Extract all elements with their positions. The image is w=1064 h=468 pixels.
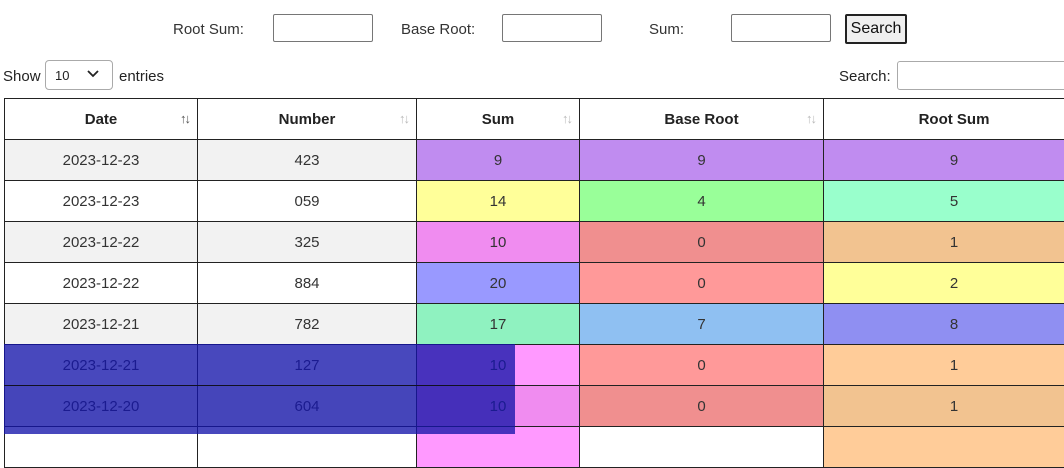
base-root-label: Base Root: (401, 21, 475, 38)
root-sum-cell: 5 (824, 181, 1064, 222)
sum-cell (417, 427, 580, 468)
base-root-cell: 0 (580, 263, 824, 304)
base-root-cell: 0 (580, 222, 824, 263)
root-sum-cell: 1 (824, 345, 1064, 386)
number-cell: 127 (198, 345, 417, 386)
column-header-sum[interactable]: Sum↑↓ (417, 99, 580, 140)
sum-cell: 20 (417, 263, 580, 304)
table-search-input[interactable] (897, 61, 1064, 90)
date-cell: 2023-12-21 (5, 304, 198, 345)
sum-label: Sum: (649, 21, 684, 38)
table-controls: Show 10 entries Search: (0, 60, 1064, 92)
number-cell: 059 (198, 181, 417, 222)
base-root-cell: 0 (580, 386, 824, 427)
base-root-cell: 7 (580, 304, 824, 345)
sum-cell: 10 (417, 386, 580, 427)
base-root-cell: 9 (580, 140, 824, 181)
root-sum-cell: 2 (824, 263, 1064, 304)
table-header-row: Date↑↓ Number↑↓ Sum↑↓ Base Root↑↓ Root S… (5, 99, 1064, 140)
root-sum-cell: 8 (824, 304, 1064, 345)
date-cell: 2023-12-22 (5, 222, 198, 263)
sum-cell: 10 (417, 222, 580, 263)
date-cell: 2023-12-22 (5, 263, 198, 304)
column-header-number[interactable]: Number↑↓ (198, 99, 417, 140)
column-header-base-root[interactable]: Base Root↑↓ (580, 99, 824, 140)
sum-cell: 10 (417, 345, 580, 386)
number-cell: 782 (198, 304, 417, 345)
root-sum-cell: 9 (824, 140, 1064, 181)
number-cell: 604 (198, 386, 417, 427)
number-cell: 423 (198, 140, 417, 181)
entries-label: entries (119, 68, 164, 85)
root-sum-input[interactable] (273, 14, 373, 42)
root-sum-cell (824, 427, 1064, 468)
date-cell: 2023-12-20 (5, 386, 198, 427)
sum-cell: 17 (417, 304, 580, 345)
table-search-label: Search: (839, 68, 891, 85)
sort-icon: ↑↓ (180, 111, 189, 126)
base-root-cell: 0 (580, 345, 824, 386)
sum-input[interactable] (731, 14, 831, 42)
root-sum-cell: 1 (824, 386, 1064, 427)
show-label: Show (3, 68, 41, 85)
base-root-cell (580, 427, 824, 468)
column-header-root-sum[interactable]: Root Sum↑↓ (824, 99, 1064, 140)
number-cell (198, 427, 417, 468)
filter-bar: Root Sum: Base Root: Sum: Search (0, 14, 1064, 44)
date-cell: 2023-12-23 (5, 140, 198, 181)
sum-cell: 14 (417, 181, 580, 222)
base-root-input[interactable] (502, 14, 602, 42)
sort-icon: ↑↓ (806, 111, 815, 126)
sort-icon: ↑↓ (562, 111, 571, 126)
date-cell: 2023-12-23 (5, 181, 198, 222)
date-cell (5, 427, 198, 468)
results-table: Date↑↓ Number↑↓ Sum↑↓ Base Root↑↓ Root S… (4, 98, 1064, 468)
number-cell: 325 (198, 222, 417, 263)
sum-cell: 9 (417, 140, 580, 181)
sort-icon: ↑↓ (399, 111, 408, 126)
root-sum-cell: 1 (824, 222, 1064, 263)
search-button[interactable]: Search (845, 14, 907, 44)
entries-length-select[interactable]: 10 (45, 60, 113, 90)
base-root-cell: 4 (580, 181, 824, 222)
chevron-down-icon (86, 67, 100, 84)
table-row[interactable] (5, 427, 1064, 468)
number-cell: 884 (198, 263, 417, 304)
column-header-date[interactable]: Date↑↓ (5, 99, 198, 140)
date-cell: 2023-12-21 (5, 345, 198, 386)
root-sum-label: Root Sum: (173, 21, 244, 38)
entries-length-value: 10 (55, 68, 69, 83)
